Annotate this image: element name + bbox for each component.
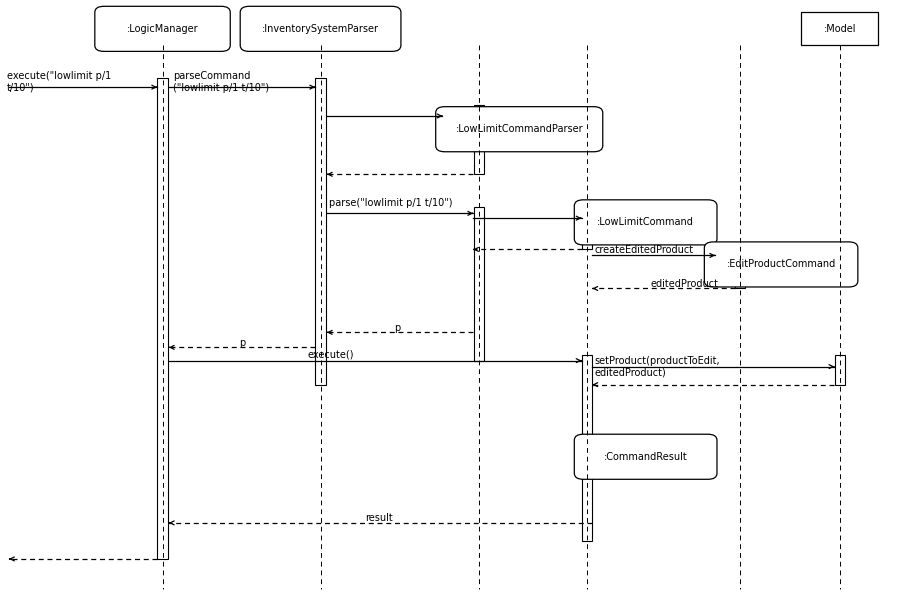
Bar	[582, 207, 592, 249]
Text: result: result	[365, 513, 392, 523]
Text: :LogicManager: :LogicManager	[126, 24, 198, 34]
Text: :Model: :Model	[823, 24, 855, 34]
Text: :LowLimitCommandParser: :LowLimitCommandParser	[455, 124, 583, 134]
Text: createEditedProduct: createEditedProduct	[594, 245, 693, 255]
Bar	[314, 78, 327, 385]
Bar	[474, 105, 483, 174]
Text: parseCommand
("lowlimit p/1 t/10"): parseCommand ("lowlimit p/1 t/10")	[173, 71, 269, 93]
Text: editedProduct: editedProduct	[649, 279, 717, 290]
Text: :LowLimitCommand: :LowLimitCommand	[596, 218, 694, 227]
Bar	[734, 243, 745, 288]
Bar	[582, 355, 592, 541]
Bar	[474, 207, 483, 361]
FancyBboxPatch shape	[95, 7, 230, 51]
FancyBboxPatch shape	[240, 7, 400, 51]
FancyBboxPatch shape	[704, 242, 857, 287]
Text: parse("lowlimit p/1 t/10"): parse("lowlimit p/1 t/10")	[328, 198, 452, 209]
Text: execute("lowlimit p/1
t/10"): execute("lowlimit p/1 t/10")	[7, 71, 111, 93]
Text: :InventorySystemParser: :InventorySystemParser	[262, 24, 379, 34]
FancyBboxPatch shape	[801, 13, 877, 46]
Bar	[834, 355, 844, 385]
Text: :CommandResult: :CommandResult	[603, 452, 686, 462]
FancyBboxPatch shape	[574, 200, 716, 245]
Text: p: p	[394, 323, 400, 334]
Text: execute(): execute()	[307, 350, 353, 360]
FancyBboxPatch shape	[435, 107, 603, 151]
Bar	[157, 78, 168, 559]
Text: setProduct(productToEdit,
editedProduct): setProduct(productToEdit, editedProduct)	[594, 356, 719, 377]
FancyBboxPatch shape	[574, 434, 716, 480]
Text: p: p	[239, 338, 244, 349]
Text: :EditProductCommand: :EditProductCommand	[726, 260, 834, 269]
